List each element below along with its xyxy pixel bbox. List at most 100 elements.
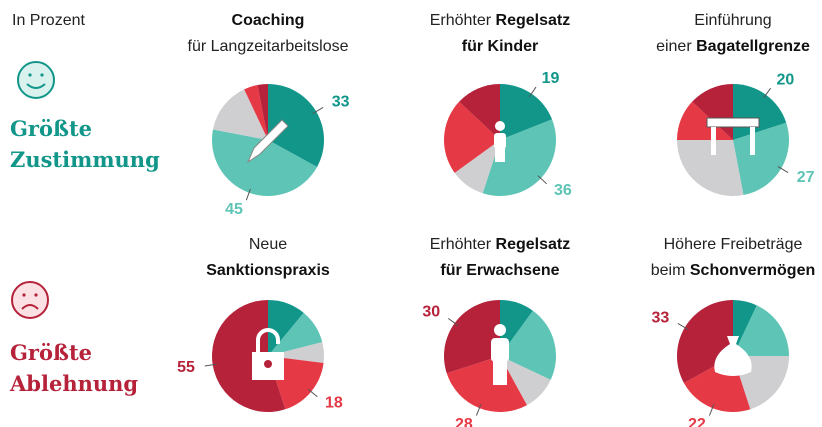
pie-slice	[244, 84, 268, 140]
pie-icon	[714, 336, 752, 376]
pie-title-text: Regelsatz	[495, 236, 571, 253]
group-label-line: Größte	[10, 340, 93, 365]
pie-title-line: Sanktionspraxis	[148, 258, 388, 284]
pie-slice	[500, 310, 556, 380]
pie-slice	[268, 84, 325, 167]
group-label-line: Zustimmung	[10, 147, 160, 172]
pie-title-text: Coaching	[231, 12, 305, 29]
data-label: 20	[776, 71, 794, 88]
pie-title-text: Erhöhter	[429, 12, 496, 29]
pie-title-line: für Kinder	[380, 34, 620, 60]
data-label: 30	[422, 304, 440, 321]
leader-line	[528, 86, 537, 98]
group-label-line: Größte	[10, 116, 93, 141]
pie-title: Erhöhter Regelsatz für Erwachsene	[380, 232, 620, 284]
data-label: 18	[325, 394, 343, 411]
note: In Prozent	[12, 12, 85, 29]
pie-slice	[268, 312, 323, 356]
pie-slice	[444, 300, 500, 374]
pie-title-line: Erhöhter Regelsatz	[380, 232, 620, 258]
pie-slice	[733, 122, 789, 196]
pie-title-text: Sanktionspraxis	[206, 262, 330, 279]
leader-line	[708, 404, 715, 416]
pie-title-text: Regelsatz	[495, 12, 571, 29]
data-label: 22	[688, 416, 706, 427]
leader-line	[677, 322, 689, 330]
pie-title-line: Coaching	[148, 8, 388, 34]
pie-title-text: für Erwachsene	[440, 262, 560, 279]
pie-title: Einführung einer Bagatellgrenze	[613, 8, 822, 60]
pie-icon	[491, 324, 509, 385]
icon	[256, 328, 280, 352]
pie-slice	[212, 300, 286, 412]
pie-title-text: für Langzeitarbeitslose	[187, 38, 349, 55]
pie-slice	[677, 101, 733, 140]
smiley-happy	[17, 61, 55, 99]
pie-title-line: Einführung	[613, 8, 822, 34]
pie-icon	[494, 121, 506, 162]
pie-title: Höhere Freibeträge beim Schonvermögen	[613, 232, 822, 284]
pie-slice	[677, 140, 744, 196]
pie-slice	[257, 84, 268, 140]
icon	[750, 127, 755, 155]
leader-line	[245, 188, 251, 201]
pie-slice	[454, 140, 500, 194]
pie-slice	[733, 305, 789, 356]
pie: 28 30	[422, 300, 556, 427]
pie-title-line: für Langzeitarbeitslose	[148, 34, 388, 60]
pie: 33 45	[212, 84, 350, 218]
pie-title-text: Bagatellgrenze	[696, 38, 810, 55]
pie-title-text: für Kinder	[461, 38, 539, 55]
pie-title: Coaching für Langzeitarbeitslose	[148, 8, 388, 60]
data-label: 55	[177, 359, 195, 376]
pie-slice	[482, 119, 557, 197]
leader-line	[312, 106, 324, 114]
pie-title-text: Neue	[248, 236, 288, 253]
leader-line	[475, 404, 482, 416]
icon	[495, 148, 505, 162]
icon	[714, 336, 752, 376]
data-label: 19	[542, 70, 560, 87]
leader-line	[537, 175, 547, 185]
icon	[706, 117, 760, 128]
data-label: 27	[797, 169, 815, 186]
leader-line	[307, 388, 318, 398]
icon	[494, 133, 506, 149]
data-label: 28	[455, 416, 473, 427]
pie-title-text: Einführung	[694, 12, 772, 29]
smiley-sad	[11, 281, 49, 319]
icon	[495, 121, 505, 131]
data-label: 45	[225, 201, 243, 218]
pie-icon	[246, 119, 289, 164]
pie-slice	[212, 129, 318, 197]
data-label: 36	[554, 182, 572, 199]
pie-title-line: beim Schonvermögen	[613, 258, 822, 284]
leader-line	[447, 317, 459, 326]
leader-line	[204, 363, 217, 367]
pie-title-text: einer	[656, 38, 697, 55]
icon	[494, 324, 506, 336]
data-label: 33	[332, 94, 350, 111]
group-label: Größte Zustimmung	[10, 113, 160, 175]
icon	[246, 119, 289, 164]
pie-title-line: für Erwachsene	[380, 258, 620, 284]
pie-title-text: Erhöhter	[429, 236, 496, 253]
pie-slice	[268, 342, 324, 364]
pie-title: Erhöhter Regelsatz für Kinder	[380, 8, 620, 60]
group-label: Größte Ablehnung	[10, 337, 138, 399]
leader-line	[763, 87, 772, 99]
pie-slice	[212, 89, 268, 140]
icon	[711, 127, 716, 155]
data-label: 33	[652, 310, 670, 327]
leader-line	[777, 166, 789, 174]
pie-icon	[252, 328, 284, 380]
pie-title-line: Höhere Freibeträge	[613, 232, 822, 258]
icon	[264, 360, 272, 368]
pie-title-text: Höhere Freibeträge	[663, 236, 803, 253]
pie-slice	[500, 84, 553, 140]
pie-title: Neue Sanktionspraxis	[148, 232, 388, 284]
